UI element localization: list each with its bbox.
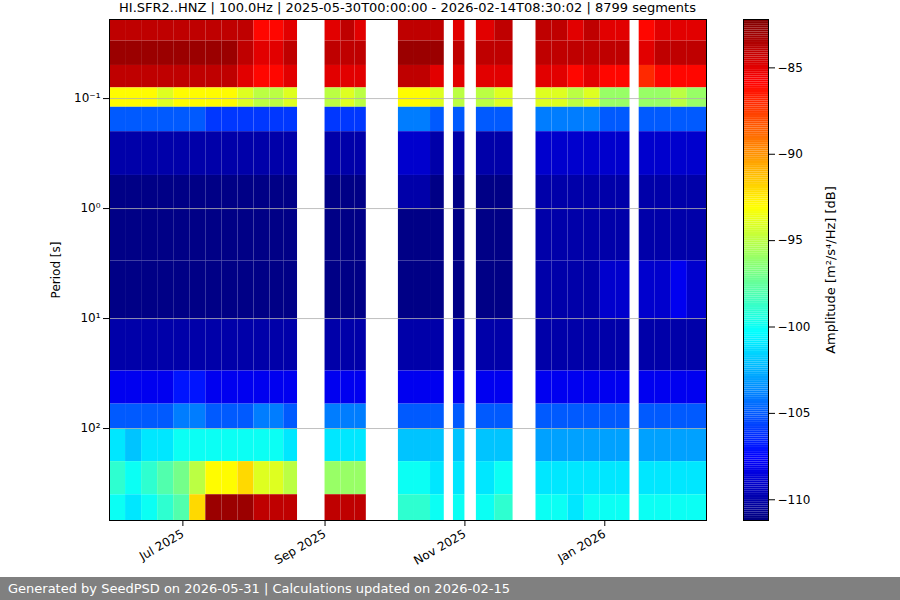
html-text:Amplitude [m²/s⁴/Hz] [dB]: Amplitude [m²/s⁴/Hz] [dB]: [822, 186, 838, 354]
html-text:Generated by SeedPSD on 2026-0: Generated by SeedPSD on 2026-05-31 | Cal…: [8, 581, 510, 596]
svg-text:−90: −90: [778, 147, 803, 161]
html-text:HI.SFR2..HNZ | 100.0Hz | 2025-: HI.SFR2..HNZ | 100.0Hz | 2025-05-30T00:0…: [119, 0, 696, 15]
svg-text:10⁻¹: 10⁻¹: [74, 91, 101, 105]
svg-text:−85: −85: [778, 61, 803, 75]
svg-text:Jul 2025: Jul 2025: [136, 527, 186, 564]
svg-text:Nov 2025: Nov 2025: [411, 527, 468, 568]
svg-text:Period [s]: Period [s]: [49, 242, 63, 299]
svg-text:10⁰: 10⁰: [80, 201, 100, 215]
svg-text:−95: −95: [778, 233, 803, 247]
svg-text:−110: −110: [778, 493, 811, 507]
svg-text:Sep 2025: Sep 2025: [272, 527, 328, 568]
svg-text:10¹: 10¹: [80, 311, 100, 325]
svg-text:−100: −100: [778, 320, 811, 334]
svg-text:−105: −105: [778, 406, 811, 420]
svg-text:Jan 2026: Jan 2026: [555, 527, 609, 566]
svg-text:10²: 10²: [80, 421, 100, 435]
